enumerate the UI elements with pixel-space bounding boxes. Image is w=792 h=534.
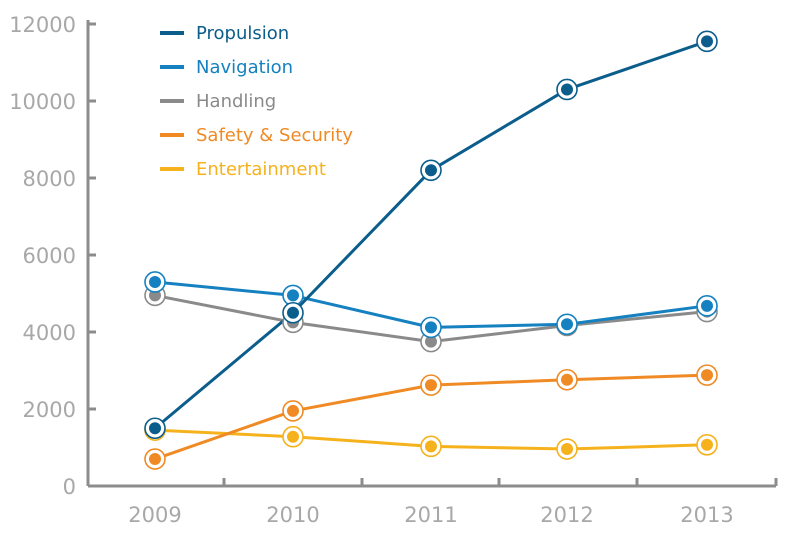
y-tick-label: 10000 <box>9 90 76 114</box>
data-point-entertainment <box>420 435 442 458</box>
x-tick-label: 2009 <box>128 503 181 527</box>
data-point-dot <box>149 422 161 435</box>
data-point-safety-security <box>556 368 578 391</box>
data-point-dot <box>425 379 437 392</box>
data-point-dot <box>287 404 299 417</box>
legend-item-safety-security: Safety & Security <box>160 125 353 146</box>
legend-label: Handling <box>196 91 276 112</box>
x-tick-label: 2011 <box>404 503 457 527</box>
data-point-dot <box>701 299 713 312</box>
legend-label: Entertainment <box>196 159 326 180</box>
data-point-propulsion <box>144 417 166 440</box>
x-tick-label: 2013 <box>680 503 733 527</box>
data-point-navigation <box>144 271 166 293</box>
x-tick-label: 2010 <box>266 503 319 527</box>
legend-item-entertainment: Entertainment <box>160 159 326 180</box>
data-point-dot <box>425 321 437 334</box>
y-tick-label: 12000 <box>9 13 76 37</box>
legend-item-propulsion: Propulsion <box>160 23 289 44</box>
data-point-safety-security <box>420 374 442 396</box>
data-point-propulsion <box>556 78 578 101</box>
data-point-propulsion <box>282 301 304 324</box>
legend: Propulsion Navigation Handling Safety & Sec… <box>160 23 353 180</box>
y-tick-label: 0 <box>63 475 76 499</box>
data-point-dot <box>561 318 573 331</box>
data-point-dot <box>425 335 437 348</box>
legend-label: Propulsion <box>196 23 289 44</box>
y-tick-label: 2000 <box>23 398 76 422</box>
data-point-safety-security <box>696 364 718 386</box>
data-point-dot <box>287 289 299 302</box>
legend-item-navigation: Navigation <box>160 57 293 78</box>
series-markers <box>144 30 718 470</box>
data-point-navigation <box>420 316 442 339</box>
data-point-navigation <box>556 313 578 336</box>
data-point-dot <box>701 35 713 48</box>
data-point-dot <box>561 83 573 96</box>
y-tick-label: 8000 <box>23 167 76 191</box>
data-point-safety-security <box>282 400 304 422</box>
data-point-dot <box>425 440 437 453</box>
x-tick-label: 2012 <box>540 503 593 527</box>
data-point-dot <box>701 438 713 451</box>
data-point-entertainment <box>696 434 718 456</box>
y-tick-label: 6000 <box>23 244 76 268</box>
data-point-propulsion <box>420 159 442 182</box>
axes: 0 2000 4000 6000 8000 10000 12000 2009 2010 2011 2… <box>9 13 778 527</box>
data-point-navigation <box>696 295 718 317</box>
data-point-entertainment <box>282 425 304 448</box>
data-point-dot <box>425 164 437 177</box>
legend-label: Safety & Security <box>196 125 353 146</box>
y-tick-label: 4000 <box>23 321 76 345</box>
data-point-dot <box>149 289 161 302</box>
legend-item-handling: Handling <box>160 91 276 112</box>
data-point-navigation <box>282 284 304 307</box>
legend-label: Navigation <box>196 57 293 78</box>
data-point-dot <box>149 275 161 288</box>
data-point-dot <box>149 453 161 466</box>
data-point-dot <box>287 430 299 443</box>
data-point-dot <box>701 369 713 382</box>
data-point-entertainment <box>556 438 578 460</box>
data-point-dot <box>561 443 573 456</box>
data-point-safety-security <box>144 448 166 470</box>
data-point-dot <box>561 373 573 386</box>
data-point-propulsion <box>696 30 718 53</box>
data-point-dot <box>287 306 299 319</box>
